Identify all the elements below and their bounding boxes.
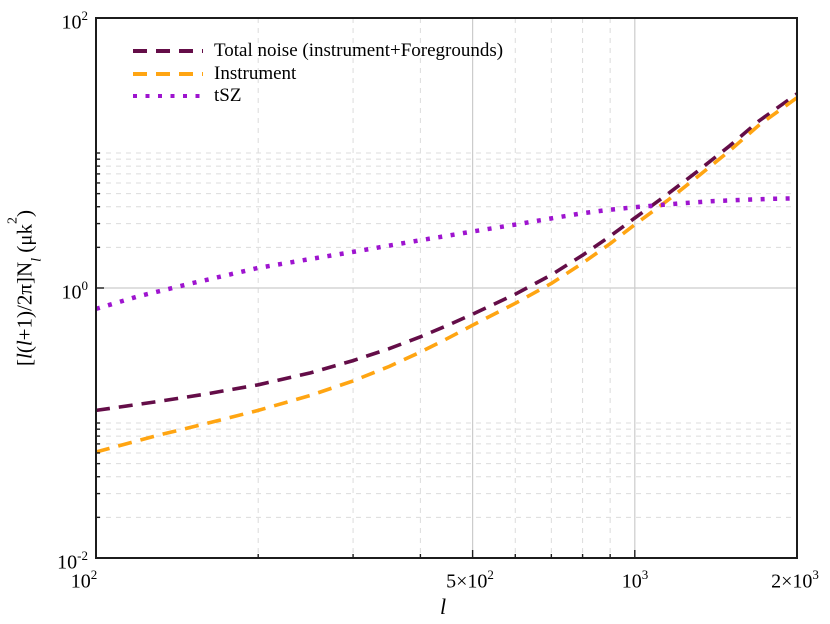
x-axis-label: l [440, 594, 447, 619]
x-tick-label: 103 [621, 567, 649, 593]
series-curves [95, 92, 799, 454]
curve-tsz [95, 196, 798, 312]
legend-swatch-total-noise [133, 49, 203, 53]
curve-instrument [95, 96, 799, 454]
x-tick-label: 102 [70, 567, 98, 593]
x-tick-label: 5×102 [446, 567, 494, 593]
tick-marks [96, 152, 636, 558]
y-tick-label: 100 [61, 278, 89, 304]
legend-swatch-tsz [133, 94, 203, 98]
legend-item: Total noise (instrument+Foregrounds) [133, 40, 503, 62]
legend-label: Instrument [214, 63, 297, 84]
gridlines [96, 18, 797, 558]
legend-label: Total noise (instrument+Foregrounds) [214, 40, 504, 61]
y-axis-label: [l(l+1)/2π]Nl (μk2) [5, 209, 45, 367]
curve-total-noise [95, 92, 799, 413]
legend-swatch-instrument [133, 72, 203, 76]
y-tick-label: 102 [61, 8, 89, 34]
legend-item: Instrument [133, 63, 296, 85]
x-tick-label: 2×103 [771, 567, 819, 593]
y-tick-label: 10-2 [57, 548, 88, 574]
legend-item: tSZ [133, 85, 241, 107]
legend-label: tSZ [214, 85, 242, 106]
